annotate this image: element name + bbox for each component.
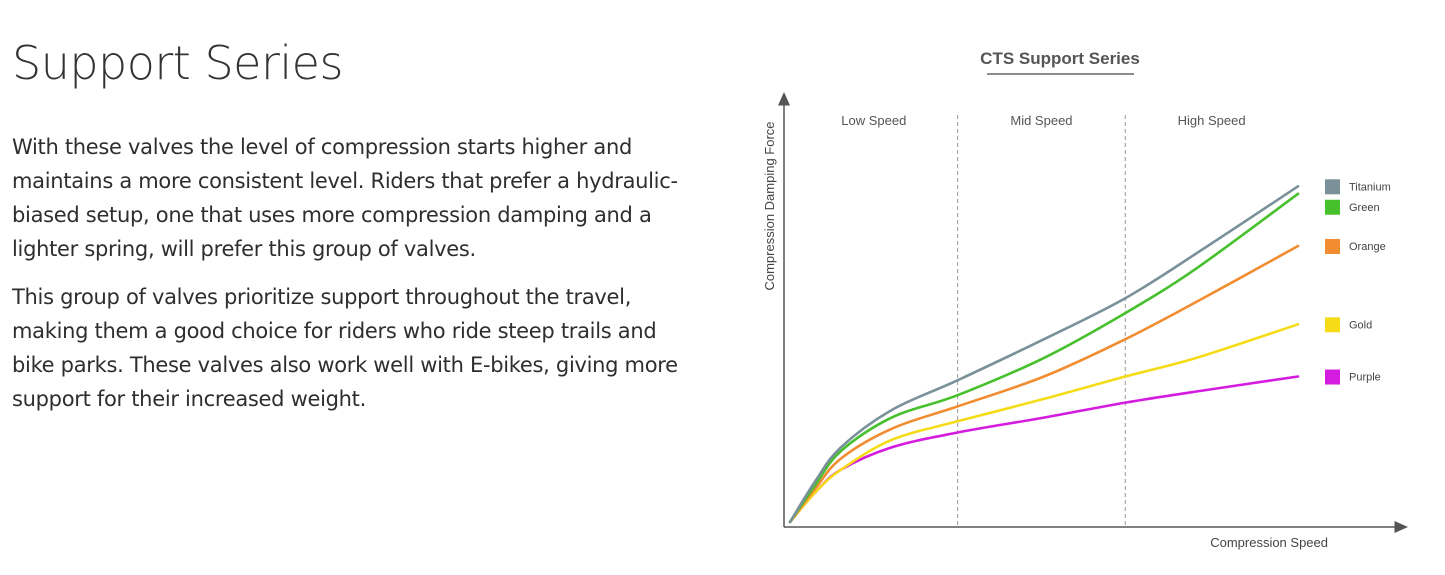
chart-container: CTS Support Series Compression Damping F… xyxy=(750,40,1440,560)
zone-labels: Low Speed Mid Speed High Speed xyxy=(841,113,1245,128)
legend-swatch-purple xyxy=(1325,369,1340,385)
legend-swatch-titanium xyxy=(1325,179,1340,195)
series-line-green xyxy=(788,192,1300,524)
text-column: Support Series With these valves the lev… xyxy=(12,32,712,430)
legend-swatch-gold xyxy=(1325,317,1340,333)
page-title: Support Series xyxy=(12,36,343,90)
legend-label-orange: Orange xyxy=(1349,241,1386,253)
legend-label-titanium: Titanium xyxy=(1349,181,1391,193)
legend-label-green: Green xyxy=(1349,202,1380,214)
zone-dividers xyxy=(957,115,1126,527)
zone-label-3: High Speed xyxy=(1178,113,1246,128)
legend-label-purple: Purple xyxy=(1349,372,1381,384)
zone-label-2: Mid Speed xyxy=(1010,113,1072,128)
legend-swatch-green xyxy=(1325,199,1340,215)
series-line-gold xyxy=(788,323,1300,524)
legend-label-gold: Gold xyxy=(1349,319,1372,331)
series-line-orange xyxy=(788,244,1300,524)
zone-label-1: Low Speed xyxy=(841,113,906,128)
legend: Titanium Green Orange Gold Purple xyxy=(1325,179,1391,385)
series-line-titanium xyxy=(788,185,1300,524)
legend-swatch-orange xyxy=(1325,238,1340,254)
chart-title: CTS Support Series xyxy=(980,49,1140,68)
x-axis-label: Compression Speed xyxy=(1210,535,1328,550)
description-paragraph-1: With these valves the level of compressi… xyxy=(12,135,678,261)
y-axis-label: Compression Damping Force xyxy=(762,121,777,290)
damping-chart: CTS Support Series Compression Damping F… xyxy=(762,49,1408,550)
series-lines xyxy=(788,185,1300,524)
description-paragraph-2: This group of valves prioritize support … xyxy=(12,285,678,411)
